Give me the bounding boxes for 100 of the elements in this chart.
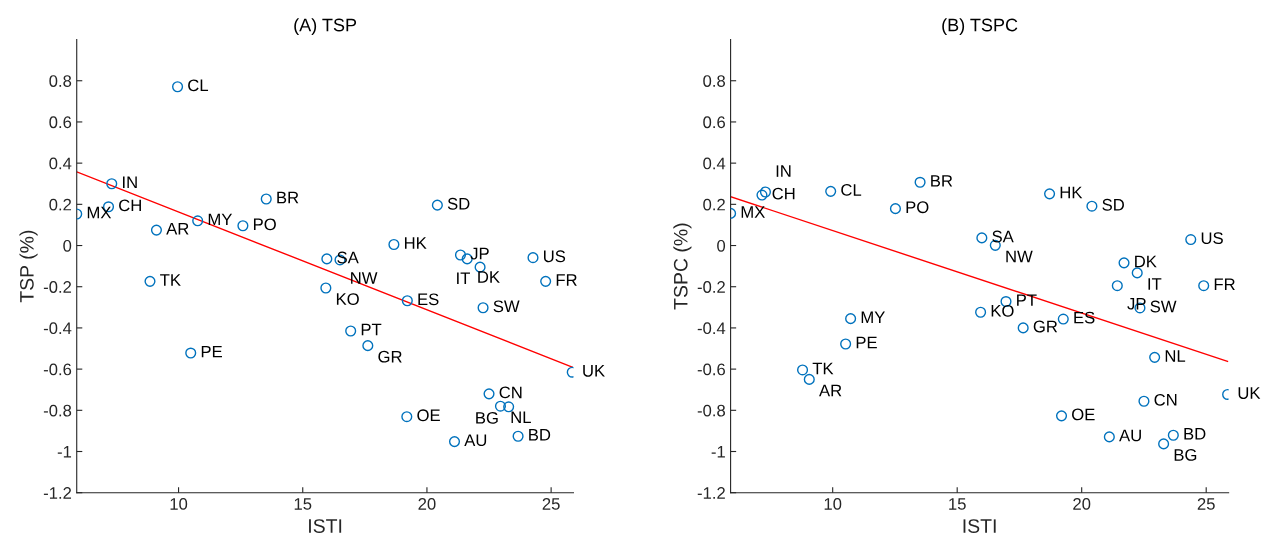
point [1149,351,1161,363]
point [172,81,184,93]
annotation: IN [776,165,791,177]
y-tick-label: 0 [717,239,726,252]
point [527,252,539,264]
point [503,401,515,413]
y-axis-title: TSPC (%) [673,223,692,310]
y-tick-label: -0.4 [697,322,726,335]
x-tick-label: 15 [294,498,312,510]
point [796,364,809,376]
annotation: JP [1127,297,1146,310]
point [914,176,926,188]
y-tick-label: -1 [57,446,72,458]
annotation: CL [188,79,209,92]
point [540,275,552,287]
point [494,400,507,412]
point [825,185,837,197]
point [477,302,489,314]
x-tick-label: 15 [949,498,966,510]
y-tick-label: 0.2 [49,198,72,211]
point [1167,429,1179,441]
point [1044,188,1056,200]
annotation: ES [418,293,439,306]
annotation: DK [1135,255,1157,268]
point [483,388,495,400]
chart-title: (A) TSP [294,18,357,35]
point [448,436,461,448]
annotation: IT [457,272,470,284]
annotation: MY [208,213,233,226]
annotation: AU [464,434,487,447]
annotation: JP [470,247,489,260]
annotation: UK [1238,387,1261,399]
y-tick-label: 0.8 [49,75,72,87]
point [976,232,988,244]
annotation: GR [378,350,402,363]
annotation: US [544,250,566,263]
y-tick-label: 0.8 [703,75,726,87]
point [150,224,163,236]
point [320,282,332,294]
point [840,338,852,350]
point [1086,200,1098,212]
point [1198,280,1210,292]
annotation: IN [123,176,137,189]
annotation: SW [493,300,520,313]
y-tick-label: -0.2 [43,281,72,293]
annotation: AR [166,222,189,235]
y-tick-label: -1.2 [43,487,72,499]
annotation: MX [87,206,112,219]
point [1111,280,1123,292]
annotation: CH [119,199,141,212]
point [185,347,197,359]
point [512,430,524,442]
annotation: AU [1119,429,1141,442]
point [401,295,413,307]
x-tick-label: 10 [824,498,842,510]
y-tick-label: -1 [711,446,725,458]
annotation: OE [1072,408,1095,421]
annotation: CH [772,187,795,200]
chart-title: (B) TSPC [942,18,1018,35]
annotation: GR [1033,320,1058,333]
x-tick-label: 10 [170,498,188,510]
point [431,199,443,211]
y-tick-label: -0.8 [43,404,72,417]
point [1158,438,1170,450]
y-tick-label: -0.6 [697,363,725,376]
y-tick-label: -0.2 [697,281,725,293]
x-tick-label: 20 [1073,498,1091,510]
y-tick-label: -0.6 [43,363,72,376]
point [362,340,374,352]
point [321,253,333,265]
point [401,411,413,423]
annotation: BD [1184,428,1206,440]
annotation: BR [277,191,299,204]
annotation: PE [856,336,877,349]
x-axis-title: ISTI [963,519,996,533]
annotation: PT [1017,294,1037,306]
y-tick-label: 0.6 [703,116,725,129]
point [260,193,272,205]
annotation: SD [1102,198,1124,211]
y-axis-title: TSP (%) [19,230,38,303]
annotation: TK [160,274,181,286]
annotation: PE [201,345,222,358]
annotation: NW [1006,250,1033,263]
annotation: BD [529,429,551,441]
point [237,220,249,232]
annotation: AR [819,384,842,397]
point [845,313,857,325]
point [1055,410,1068,422]
annotation: IT [1148,278,1162,290]
point [1118,257,1130,269]
annotation: SA [992,230,1014,243]
annotation: OE [417,409,440,422]
point [1057,313,1069,325]
annotation: FR [556,274,577,286]
annotation: PO [906,201,929,214]
y-tick-label: 0.4 [49,157,72,170]
point [975,306,987,318]
annotation: FR [1214,278,1235,290]
point [345,325,357,337]
y-tick-label: 0.4 [703,157,726,170]
